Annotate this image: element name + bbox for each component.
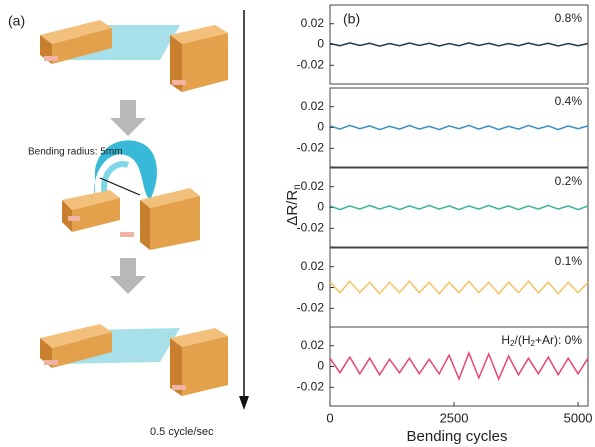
annotation-text: 0.2% — [555, 174, 583, 188]
trace — [330, 43, 588, 46]
panel-annotation: 0.8% — [555, 11, 583, 25]
y-tick-label: 0 — [317, 120, 324, 134]
annotation-text: 0.1% — [555, 254, 583, 268]
trace — [330, 205, 588, 209]
arrow — [110, 100, 146, 136]
trace — [330, 125, 588, 129]
panel-frame — [330, 248, 588, 327]
annotation-text: 0.4% — [555, 94, 583, 108]
y-tick-label: 0.02 — [301, 179, 325, 193]
annotation-text: 0.8% — [555, 11, 583, 25]
y-tick-label: 0.02 — [301, 99, 325, 113]
panel-annotation: 0.4% — [555, 94, 583, 108]
arrow — [110, 258, 146, 294]
device-flat-bottom — [40, 324, 228, 396]
annotation-text: H — [501, 333, 510, 347]
figure: (a) Bending radius: 5mm 0.5 cycle/sec (b… — [0, 0, 595, 447]
diagram — [40, 10, 249, 410]
x-axis-label: Bending cycles — [407, 428, 508, 445]
panel-label: (b) — [343, 11, 360, 27]
y-tick-label: -0.02 — [297, 220, 325, 234]
y-tick-label: 0 — [317, 37, 324, 51]
y-tick-label: -0.02 — [297, 140, 325, 154]
annotation-text: /(H — [515, 333, 531, 347]
y-tick-label: 0 — [317, 200, 324, 214]
x-tick-label: 2500 — [440, 410, 469, 425]
trace — [330, 281, 588, 293]
y-tick-label: -0.02 — [297, 379, 325, 393]
radius-note: Bending radius: 5mm — [28, 147, 123, 158]
panel-annotation: 0.2% — [555, 174, 583, 188]
y-tick-label: 0.02 — [301, 338, 325, 352]
time-arrow-head — [239, 396, 249, 410]
trace — [330, 353, 588, 379]
y-tick-label: 0.02 — [301, 16, 325, 30]
panel-frame — [330, 5, 588, 84]
x-tick-label: 0 — [326, 410, 333, 425]
y-tick-label: 0 — [317, 359, 324, 373]
device-flat-top — [40, 20, 228, 92]
annotation-text: +Ar): 0% — [535, 333, 582, 347]
x-tick-label: 5000 — [564, 410, 593, 425]
panel-frame — [330, 88, 588, 167]
panel-annotation: H2/(H2+Ar): 0% — [501, 333, 582, 348]
panel-frame — [330, 168, 588, 247]
y-tick-label: 0 — [317, 280, 324, 294]
rate-note: 0.5 cycle/sec — [150, 426, 214, 438]
y-tick-label: -0.02 — [297, 57, 325, 71]
page: { "panel_a": {"label": "(a)", "radius_no… — [0, 0, 595, 447]
panel-label: (a) — [8, 13, 25, 29]
panel-annotation: 0.1% — [555, 254, 583, 268]
y-tick-label: 0.02 — [301, 259, 325, 273]
y-tick-label: -0.02 — [297, 300, 325, 314]
